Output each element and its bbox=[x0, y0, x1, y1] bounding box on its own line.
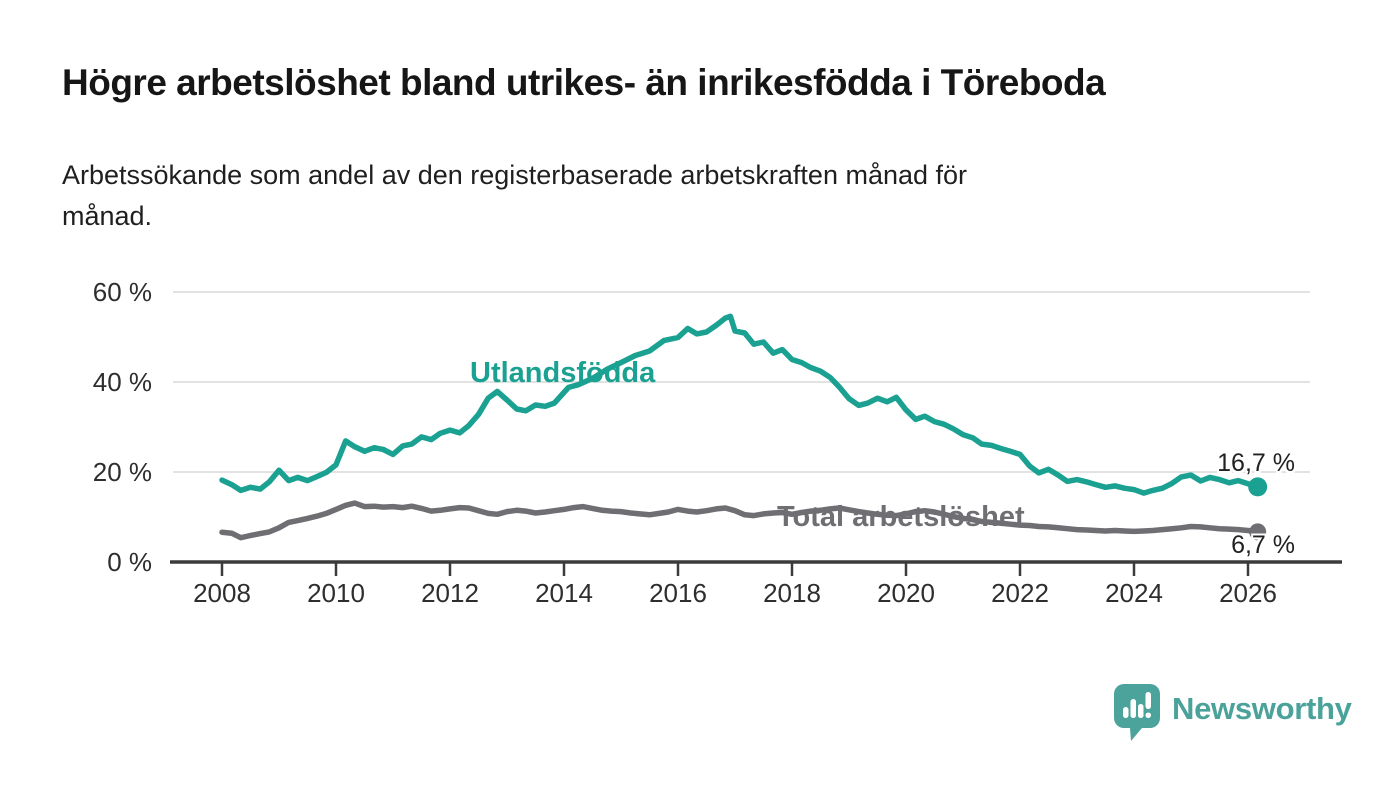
newsworthy-icon bbox=[1114, 684, 1160, 741]
x-tick-label: 2008 bbox=[193, 578, 251, 608]
page-title: Högre arbetslöshet bland utrikes- än inr… bbox=[62, 62, 1106, 103]
bar-2 bbox=[1130, 699, 1136, 718]
speech-bubble-shape bbox=[1114, 684, 1160, 741]
y-tick-label: 40 % bbox=[93, 367, 152, 397]
y-tick-label: 20 % bbox=[93, 457, 152, 487]
series-line-0 bbox=[219, 313, 1261, 496]
exclamation-bar bbox=[1145, 692, 1151, 709]
y-tick-label: 0 % bbox=[107, 547, 152, 577]
x-tick-label: 2010 bbox=[307, 578, 365, 608]
series-line-1 bbox=[219, 500, 1261, 541]
bar-3 bbox=[1138, 704, 1144, 718]
newsworthy-wordmark: Newsworthy bbox=[1172, 691, 1352, 726]
x-tick-label: 2022 bbox=[991, 578, 1049, 608]
newsworthy-logo: Newsworthy bbox=[1114, 684, 1352, 742]
end-value-label-total: 6,7 % bbox=[1231, 531, 1295, 559]
series-end-dot-0 bbox=[1248, 477, 1268, 497]
series-label-utlandsfodda: Utlandsfödda bbox=[470, 357, 656, 389]
x-tick-label: 2012 bbox=[421, 578, 479, 608]
x-tick-label: 2024 bbox=[1105, 578, 1163, 608]
exclamation-dot bbox=[1145, 712, 1151, 718]
x-tick-label: 2014 bbox=[535, 578, 593, 608]
x-tick-label: 2018 bbox=[763, 578, 821, 608]
y-tick-label: 60 % bbox=[93, 277, 152, 307]
series-label-total-arbetsloshet: Total arbetslöshet bbox=[777, 501, 1025, 533]
end-value-label-utlandsfodda: 16,7 % bbox=[1217, 449, 1295, 477]
series-end-dot-1 bbox=[1249, 523, 1267, 541]
page-subtitle: Arbetssökande som andel av den registerb… bbox=[62, 155, 1322, 236]
x-tick-label: 2026 bbox=[1219, 578, 1277, 608]
bar-1 bbox=[1123, 707, 1129, 718]
page-subtitle-line-1: Arbetssökande som andel av den registerb… bbox=[62, 160, 968, 190]
x-tick-label: 2016 bbox=[649, 578, 707, 608]
page-subtitle-line-2: månad. bbox=[62, 200, 153, 231]
x-tick-label: 2020 bbox=[877, 578, 935, 608]
